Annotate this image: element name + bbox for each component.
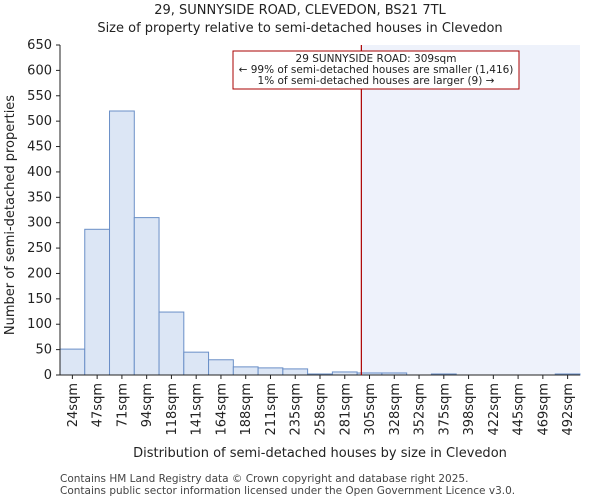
x-tick-label: 375sqm [437, 383, 452, 436]
x-tick-label: 71sqm [115, 383, 130, 427]
x-tick-label: 118sqm [165, 383, 180, 436]
annotation-box: 29 SUNNYSIDE ROAD: 309sqm ← 99% of semi-… [232, 50, 520, 90]
bar-164sqm [208, 359, 234, 376]
x-tick-label: 352sqm [413, 383, 428, 436]
y-tick-label: 350 [27, 190, 52, 205]
x-tick-label: 141sqm [190, 383, 205, 436]
larger-region-shade [361, 45, 580, 375]
x-tick-label: 469sqm [536, 383, 551, 436]
x-tick-label: 24sqm [66, 383, 81, 427]
x-tick-label: 305sqm [363, 383, 378, 436]
x-tick-label: 492sqm [561, 383, 576, 436]
x-tick-label: 188sqm [239, 383, 254, 436]
x-tick-label: 281sqm [338, 383, 353, 436]
bar-24sqm [59, 348, 86, 376]
y-tick-label: 200 [27, 266, 52, 281]
y-tick-label: 500 [27, 114, 52, 129]
x-tick-label: 47sqm [91, 383, 106, 427]
y-tick-label: 0 [44, 368, 52, 383]
y-tick-label: 50 [35, 343, 52, 358]
bar-94sqm [133, 217, 160, 376]
bar-47sqm [84, 228, 111, 376]
bar-211sqm [257, 367, 284, 376]
y-tick-label: 600 [27, 63, 52, 78]
x-tick-label: 235sqm [289, 383, 304, 436]
y-tick-label: 400 [27, 165, 52, 180]
x-tick-label: 398sqm [462, 383, 477, 436]
x-tick-label: 328sqm [388, 383, 403, 436]
annotation-line-1: 29 SUNNYSIDE ROAD: 309sqm [296, 53, 457, 65]
annotation-line-2: ← 99% of semi-detached houses are smalle… [239, 64, 514, 76]
x-tick-label: 258sqm [314, 383, 329, 436]
y-axis-label: Number of semi-detached properties [3, 95, 18, 335]
bar-118sqm [158, 311, 185, 376]
footer-line-2: Contains public sector information licen… [60, 485, 515, 497]
y-tick-label: 250 [27, 241, 52, 256]
y-tick-label: 650 [27, 38, 52, 53]
annotation-box-border [232, 50, 520, 90]
x-tick-label: 445sqm [512, 383, 527, 436]
y-tick-label: 550 [27, 89, 52, 104]
x-tick-label: 94sqm [140, 383, 155, 427]
x-tick-label: 211sqm [264, 383, 279, 436]
y-tick-label: 450 [27, 140, 52, 155]
y-tick-label: 150 [27, 292, 52, 307]
x-tick-label: 164sqm [214, 383, 229, 436]
y-tick-label: 100 [27, 317, 52, 332]
x-axis-label: Distribution of semi-detached houses by … [133, 446, 507, 461]
bar-71sqm [109, 110, 135, 376]
x-tick-label: 422sqm [487, 383, 502, 436]
annotation-line-3: 1% of semi-detached houses are larger (9… [258, 75, 495, 87]
chart-subtitle: Size of property relative to semi-detach… [97, 21, 502, 36]
y-tick-label: 300 [27, 216, 52, 231]
footer-line-1: Contains HM Land Registry data © Crown c… [60, 473, 468, 485]
chart-title: 29, SUNNYSIDE ROAD, CLEVEDON, BS21 7TL [154, 3, 446, 18]
bar-141sqm [183, 351, 210, 376]
bar-235sqm [282, 368, 309, 376]
bar-188sqm [232, 366, 259, 376]
